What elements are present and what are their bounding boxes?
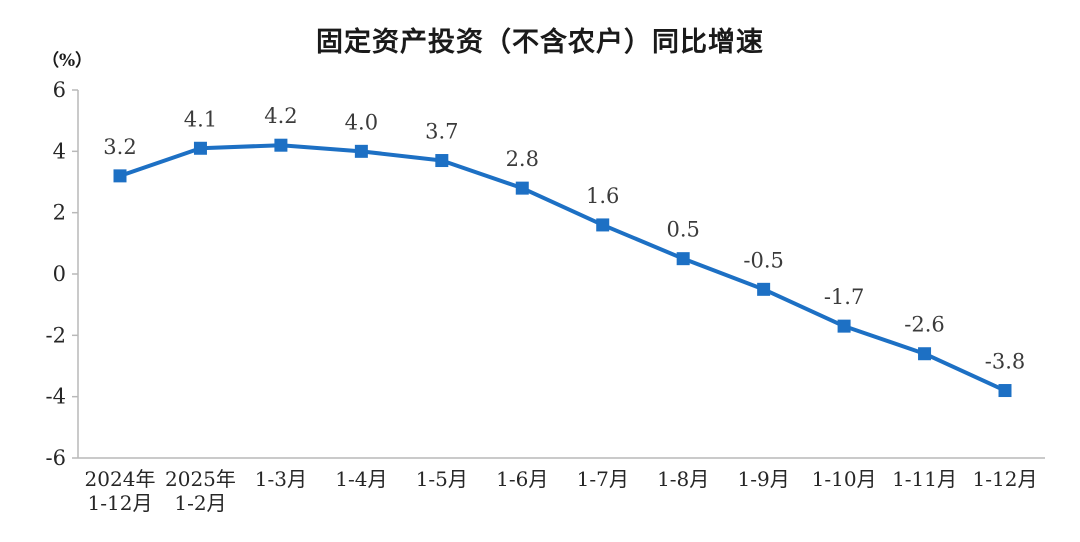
x-axis-label: 1-7月 xyxy=(577,467,629,491)
data-label: -1.7 xyxy=(824,285,865,309)
data-point-marker xyxy=(435,154,449,168)
chart-title: 固定资产投资（不含农户）同比增速 xyxy=(316,27,764,58)
data-label: 3.2 xyxy=(103,135,136,159)
data-label: -3.8 xyxy=(985,350,1026,374)
data-label: 4.1 xyxy=(184,107,217,131)
y-axis-tick-label: 6 xyxy=(53,78,66,102)
x-axis-label: 1-4月 xyxy=(335,467,387,491)
x-axis-label: 1-6月 xyxy=(496,467,548,491)
data-point-marker xyxy=(676,252,690,266)
data-label: 1.6 xyxy=(586,184,619,208)
x-axis-label: 1-10月 xyxy=(812,467,877,491)
x-axis-label: 1-8月 xyxy=(657,467,709,491)
data-point-marker xyxy=(193,141,207,155)
data-point-marker xyxy=(113,169,127,183)
x-axis-label: 1-9月 xyxy=(738,467,790,491)
data-label: 3.7 xyxy=(425,120,458,144)
y-axis-tick-label: -6 xyxy=(46,446,66,470)
x-axis-label: 1-5月 xyxy=(416,467,468,491)
data-label: 4.0 xyxy=(345,110,378,134)
data-label: -0.5 xyxy=(743,248,784,272)
x-axis-label: 2025年 1-2月 xyxy=(165,467,236,515)
data-label: 4.2 xyxy=(264,104,297,128)
y-axis-tick-label: 2 xyxy=(53,201,66,225)
data-label: 0.5 xyxy=(666,218,699,242)
data-point-marker xyxy=(837,319,851,333)
data-point-marker xyxy=(354,144,368,158)
x-axis-label: 2024年 1-12月 xyxy=(85,467,156,515)
y-axis-tick-label: 0 xyxy=(53,262,66,286)
y-axis-unit-label: （%） xyxy=(42,51,93,71)
data-point-marker xyxy=(596,218,610,232)
data-label: 2.8 xyxy=(506,147,539,171)
data-point-marker xyxy=(998,384,1012,398)
x-axis-label: 1-11月 xyxy=(892,467,957,491)
series-line xyxy=(118,143,1007,393)
data-point-marker xyxy=(757,282,771,296)
data-label: -2.6 xyxy=(904,313,945,337)
y-axis-tick-label: 4 xyxy=(53,139,66,163)
data-point-marker xyxy=(515,181,529,195)
y-axis-tick-label: -4 xyxy=(46,385,66,409)
x-axis-label: 1-3月 xyxy=(255,467,307,491)
y-axis-tick-label: -2 xyxy=(46,323,66,347)
data-point-marker xyxy=(918,347,932,361)
x-axis-label: 1-12月 xyxy=(973,467,1038,491)
data-point-marker xyxy=(274,138,288,152)
